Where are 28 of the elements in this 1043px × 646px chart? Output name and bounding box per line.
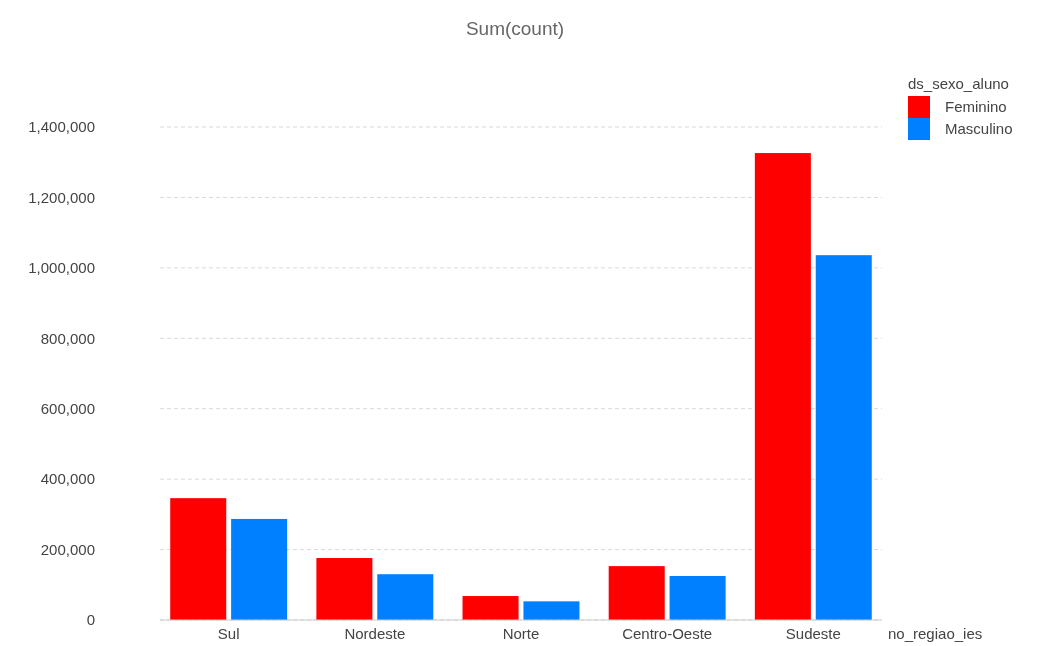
bar xyxy=(669,575,726,620)
x-tick-label: Nordeste xyxy=(344,625,406,642)
x-tick-label: Centro-Oeste xyxy=(622,625,713,642)
bar xyxy=(754,153,811,620)
x-tick-label: Sul xyxy=(217,625,240,642)
bar xyxy=(523,601,580,620)
y-tick-label: 1,000,000 xyxy=(28,259,95,277)
bar xyxy=(231,518,288,620)
bar xyxy=(170,498,227,620)
y-tick-label: 1,400,000 xyxy=(28,118,95,136)
bar xyxy=(377,574,434,620)
legend-label: Masculino xyxy=(945,120,1013,138)
bar xyxy=(462,596,519,620)
bar xyxy=(815,255,872,620)
y-tick-label: 400,000 xyxy=(40,470,95,488)
legend-title: ds_sexo_aluno xyxy=(908,75,1009,92)
y-tick-label: 200,000 xyxy=(40,540,95,558)
x-tick-label: Sudeste xyxy=(785,625,841,642)
legend-label: Feminino xyxy=(945,98,1007,116)
x-tick-label: Norte xyxy=(502,625,540,642)
y-tick-label: 800,000 xyxy=(40,329,95,347)
y-tick-label: 1,200,000 xyxy=(28,188,95,206)
chart-title: Sum(count) xyxy=(465,18,565,39)
bar xyxy=(608,566,665,620)
bar xyxy=(316,558,373,620)
y-tick-label: 0 xyxy=(86,611,95,629)
x-axis-title: no_regiao_ies xyxy=(888,625,983,642)
y-tick-label: 600,000 xyxy=(40,399,95,417)
